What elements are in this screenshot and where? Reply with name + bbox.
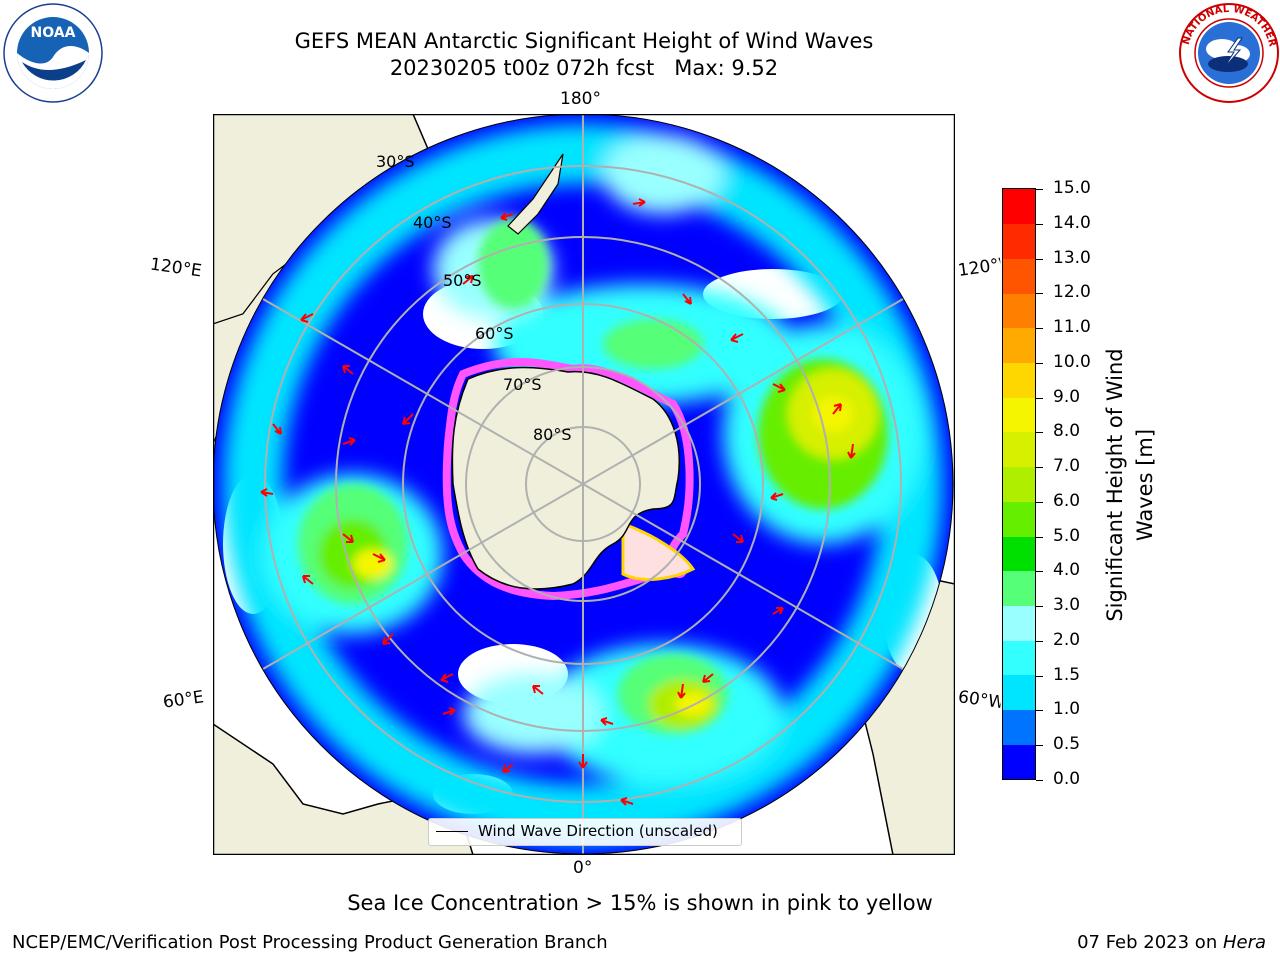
colorbar-tick-mark	[1036, 258, 1043, 260]
lon-label-120w: 120°W	[956, 255, 1003, 281]
colorbar-tick-label: 1.5	[1053, 664, 1081, 685]
colorbar-tick-mark	[1036, 606, 1043, 608]
colorbar-tick-mark	[1036, 710, 1043, 712]
colorbar-tick-label: 4.0	[1053, 560, 1081, 581]
colorbar-tick-label: 15.0	[1053, 178, 1091, 198]
colorbar-title-line2: Waves [m]	[1133, 428, 1157, 542]
colorbar-tick-mark	[1036, 432, 1043, 434]
colorbar-tick-label: 0.0	[1053, 769, 1081, 789]
colorbar-band	[1003, 605, 1035, 641]
lat-label-70s: 70°S	[503, 375, 542, 394]
colorbar-band	[1003, 223, 1035, 259]
colorbar-band	[1003, 431, 1035, 468]
sea-ice-weddell	[621, 521, 696, 581]
legend-line-swatch	[436, 831, 468, 832]
colorbar	[1002, 188, 1036, 780]
colorbar-tick-label: 13.0	[1053, 247, 1091, 268]
colorbar-band	[1003, 327, 1035, 364]
colorbar-tick-mark	[1036, 293, 1043, 295]
colorbar-tick-label: 10.0	[1053, 351, 1091, 372]
wave-field-high	[298, 219, 888, 734]
colorbar-title: Significant Height of Wind Waves [m]	[1100, 305, 1160, 665]
graticule	[213, 114, 953, 854]
colorbar-fill	[1003, 189, 1035, 779]
colorbar-band	[1003, 258, 1035, 294]
noaa-logo-text: NOAA	[31, 25, 76, 41]
nws-logo: NATIONAL WEATHER SERVICE	[1174, 0, 1280, 104]
colorbar-tick-mark	[1036, 328, 1043, 330]
colorbar-tick-label: 6.0	[1053, 490, 1081, 511]
lat-label-40s: 40°S	[413, 213, 452, 232]
colorbar-tick-label: 8.0	[1053, 421, 1081, 442]
colorbar-band	[1003, 709, 1035, 745]
antarctica-land	[451, 366, 680, 590]
colorbar-band	[1003, 501, 1035, 537]
colorbar-tick-label: 5.0	[1053, 525, 1081, 546]
colorbar-tick-label: 7.0	[1053, 456, 1081, 477]
colorbar-tick-mark	[1036, 745, 1043, 747]
colorbar-band	[1003, 640, 1035, 676]
colorbar-band	[1003, 397, 1035, 433]
colorbar-tick-label: 9.0	[1053, 386, 1081, 407]
colorbar-tick-mark	[1036, 397, 1043, 399]
colorbar-tick-label: 11.0	[1053, 317, 1091, 338]
colorbar-tick-mark	[1036, 501, 1043, 503]
colorbar-band	[1003, 466, 1035, 502]
colorbar-band	[1003, 674, 1035, 711]
colorbar-band	[1003, 293, 1035, 329]
lon-label-120e: 120°E	[148, 254, 203, 282]
legend-label: Wind Wave Direction (unscaled)	[478, 822, 718, 840]
colorbar-tick-label: 0.5	[1053, 734, 1081, 755]
colorbar-band	[1003, 744, 1035, 779]
colorbar-tick-label: 1.0	[1053, 699, 1081, 720]
colorbar-tick-mark	[1036, 780, 1043, 781]
wave-direction-arrows	[260, 198, 856, 806]
map-panel	[212, 113, 956, 856]
colorbar-band	[1003, 570, 1035, 606]
footer-left: NCEP/EMC/Verification Post Processing Pr…	[12, 932, 608, 953]
land-newzealand	[507, 153, 564, 235]
lon-label-180: 180°	[560, 89, 601, 109]
footer-host: Hera	[1222, 932, 1266, 953]
colorbar-tick-mark	[1036, 640, 1043, 642]
map-frame	[212, 113, 956, 856]
noaa-logo: NOAA	[2, 2, 104, 104]
lon-label-0: 0°	[573, 858, 593, 878]
lon-label-60w: 60°W	[956, 687, 1003, 713]
map-legend: Wind Wave Direction (unscaled)	[428, 818, 742, 846]
lat-label-60s: 60°S	[475, 324, 514, 343]
lat-label-30s: 30°S	[376, 152, 415, 171]
lat-label-50s: 50°S	[443, 271, 482, 290]
colorbar-tick-label: 2.0	[1053, 629, 1081, 650]
colorbar-tick-mark	[1036, 675, 1043, 677]
chart-title: GEFS MEAN Antarctic Significant Height o…	[294, 29, 874, 53]
colorbar-title-line1: Significant Height of Wind	[1103, 348, 1127, 622]
footer-date: 07 Feb 2023 on	[1077, 932, 1223, 953]
colorbar-tick-mark	[1036, 571, 1043, 573]
colorbar-band	[1003, 536, 1035, 572]
colorbar-tick-mark	[1036, 189, 1043, 190]
colorbar-tick-mark	[1036, 467, 1043, 469]
colorbar-tick-label: 3.0	[1053, 595, 1081, 616]
colorbar-tick-label: 12.0	[1053, 282, 1091, 303]
colorbar-band	[1003, 189, 1035, 225]
sea-ice-caption: Sea Ice Concentration > 15% is shown in …	[347, 891, 933, 915]
footer-right: 07 Feb 2023 on Hera	[1077, 932, 1266, 953]
lat-label-80s: 80°S	[533, 425, 572, 444]
chart-subtitle: 20230205 t00z 072h fcst Max: 9.52	[389, 56, 779, 80]
colorbar-tick-mark	[1036, 536, 1043, 538]
colorbar-tick-mark	[1036, 362, 1043, 364]
colorbar-tick-mark	[1036, 223, 1043, 225]
colorbar-band	[1003, 362, 1035, 398]
lon-label-60e: 60°E	[161, 687, 206, 713]
colorbar-tick-label: 14.0	[1053, 212, 1091, 233]
